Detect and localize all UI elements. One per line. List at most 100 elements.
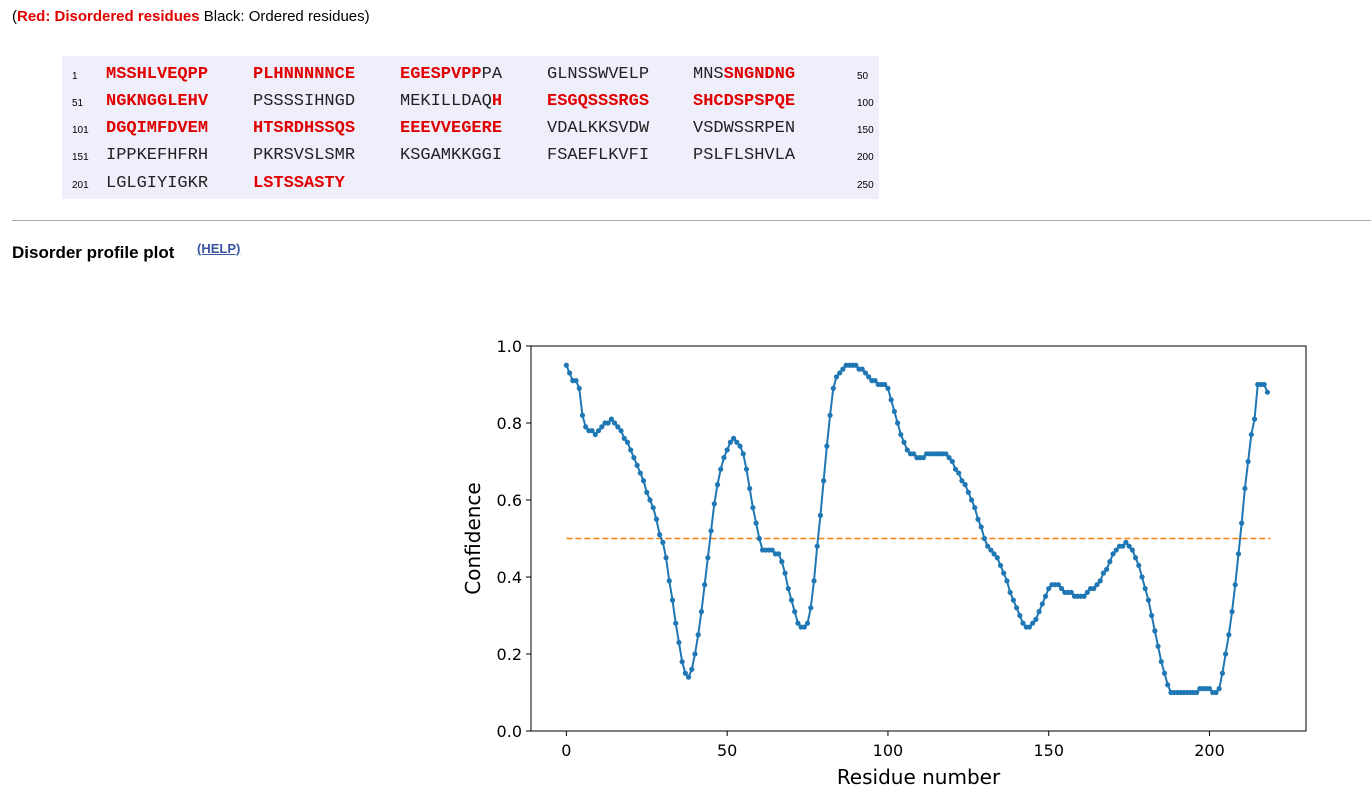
data-point: [673, 620, 679, 626]
data-point: [859, 366, 865, 372]
data-point: [994, 555, 1000, 561]
data-point: [1264, 389, 1271, 395]
sequence-chunk: EEEVVEGERE: [400, 119, 502, 138]
data-point: [689, 666, 695, 672]
row-start-number: 51: [72, 98, 84, 109]
data-point: [734, 439, 740, 445]
data-point: [827, 412, 833, 418]
data-point: [808, 605, 814, 611]
data-point: [888, 397, 894, 403]
data-point: [685, 674, 692, 680]
data-point: [599, 424, 605, 430]
data-point: [666, 578, 672, 584]
x-axis-label: Residue number: [837, 765, 1001, 789]
data-point: [949, 458, 955, 465]
data-point: [1123, 539, 1129, 545]
data-point: [895, 420, 901, 426]
data-point: [801, 624, 807, 630]
data-point: [968, 497, 975, 503]
sequence-chunk: MNSSNGNDNG: [693, 65, 795, 84]
data-point: [1001, 570, 1007, 576]
sequence-chunk: NGKNGGLEHV: [106, 92, 208, 111]
ordered-residues: KSGAMKKGGI: [400, 146, 503, 165]
data-point: [1126, 543, 1132, 549]
data-point: [943, 451, 949, 457]
data-point: [1239, 520, 1245, 526]
sequence-chunk: DGQIMFDVEM: [106, 119, 208, 138]
data-point: [1152, 628, 1158, 634]
data-point: [1010, 597, 1016, 603]
disordered-residues: DGQIMFDVEM: [106, 119, 209, 138]
data-point: [769, 547, 775, 553]
y-tick-label: 0.0: [497, 722, 522, 741]
ordered-residues: PA: [481, 65, 503, 84]
sequence-chunk: SHCDSPSPQE: [693, 92, 795, 111]
data-point: [1158, 659, 1164, 665]
data-point: [1242, 485, 1248, 492]
data-point: [898, 431, 904, 438]
data-point: [708, 528, 714, 534]
data-point: [821, 478, 827, 484]
disordered-residues: NGKNGGLEHV: [106, 92, 209, 111]
help-link[interactable]: (HELP): [197, 241, 241, 256]
data-point: [730, 435, 737, 441]
data-point: [1030, 620, 1036, 626]
sequence-chunk: FSAEFLKVFI: [547, 146, 649, 165]
data-point: [959, 478, 965, 484]
data-point: [618, 428, 624, 434]
ordered-residues: MNS: [693, 65, 724, 84]
sequence-chunk: KSGAMKKGGI: [400, 146, 502, 165]
y-tick-label: 0.8: [497, 414, 522, 433]
data-point: [756, 535, 762, 542]
legend-ordered: Black: Ordered residues): [199, 8, 370, 25]
data-point: [965, 489, 971, 495]
data-point: [612, 420, 618, 426]
data-point: [698, 609, 705, 615]
data-point: [682, 670, 688, 676]
data-point: [576, 385, 582, 391]
data-point: [1139, 574, 1145, 580]
sequence-box: 1 MSSHLVEQPP PLHNNNNNCE EGESPVPPPA GLNSSWVEL…: [62, 56, 879, 199]
data-point: [795, 620, 801, 626]
data-point: [1165, 682, 1171, 688]
data-point: [634, 462, 640, 468]
sequence-chunk: MSSHLVEQPP: [106, 65, 208, 84]
data-point: [566, 370, 573, 376]
row-end-number: 50: [857, 71, 869, 82]
data-point: [1059, 585, 1065, 592]
data-point: [1107, 559, 1113, 565]
data-point: [1219, 670, 1225, 676]
data-point: [718, 466, 724, 472]
data-point: [1017, 612, 1023, 619]
data-point: [608, 416, 614, 422]
data-point: [1213, 689, 1219, 696]
data-point: [650, 505, 656, 511]
disordered-residues: LSTSSASTY: [253, 174, 345, 193]
data-point: [1194, 689, 1200, 696]
data-point: [901, 439, 907, 445]
data-point: [952, 466, 959, 472]
data-point: [1104, 566, 1110, 572]
data-point: [811, 578, 817, 584]
data-point: [660, 539, 666, 545]
data-point: [911, 451, 917, 457]
data-point: [814, 543, 820, 549]
data-point: [753, 520, 759, 526]
ordered-residues: GLNSSWVELP: [547, 65, 650, 84]
data-point: [637, 470, 643, 476]
data-point: [595, 428, 602, 434]
ordered-residues: VSDWSSRPEN: [693, 119, 796, 138]
data-point: [956, 470, 962, 476]
ordered-residues: FSAEFLKVFI: [547, 146, 650, 165]
y-tick-label: 0.4: [497, 568, 522, 587]
sequence-chunk: IPPKEFHFRH: [106, 146, 208, 165]
data-point: [1013, 605, 1020, 611]
data-point: [724, 447, 730, 453]
x-tick-label: 100: [873, 741, 904, 760]
legend-disordered: Red: Disordered residues: [17, 8, 200, 25]
x-tick-label: 200: [1194, 741, 1225, 760]
data-point: [676, 639, 682, 646]
data-point: [788, 597, 795, 603]
data-point: [615, 424, 621, 430]
sequence-row: 201 LGLGIYIGKR LSTSSASTY 250: [62, 172, 879, 198]
